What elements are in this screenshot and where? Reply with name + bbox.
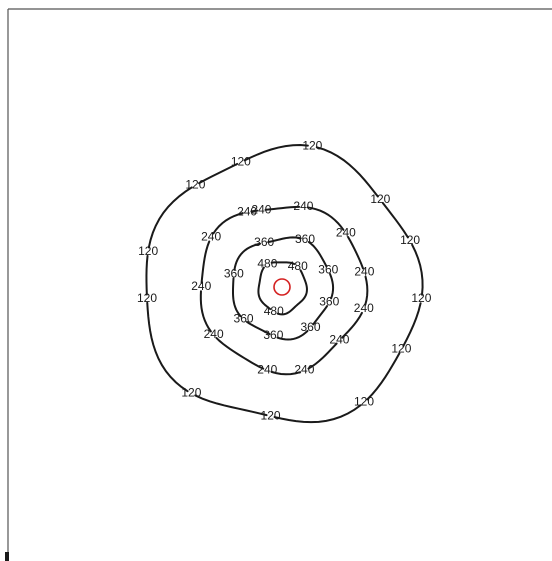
contour-label-240: 240 [201, 230, 221, 244]
contour-line-segment [307, 342, 338, 370]
contour-label-240: 240 [204, 327, 224, 341]
contour-line-segment [411, 243, 424, 296]
contour-label-120: 120 [138, 244, 158, 258]
contour-label-360: 360 [300, 320, 320, 334]
source-circle-icon [273, 278, 291, 296]
contour-label-120: 120 [231, 154, 251, 168]
contour-line-segment [276, 329, 309, 341]
contour-line-segment [270, 370, 302, 376]
contour-label-120: 120 [411, 291, 431, 305]
contour-label-360: 360 [318, 262, 338, 276]
contour-label-240: 240 [191, 279, 211, 293]
contour-line-segment [402, 302, 422, 347]
contour-line-segment [231, 277, 242, 318]
contour-label-120: 120 [400, 233, 420, 247]
contour-label-120: 120 [261, 408, 281, 422]
contour-label-360: 360 [224, 266, 244, 280]
contour-label-240: 240 [293, 199, 313, 213]
contour-label-240: 240 [294, 363, 314, 377]
contour-label-240: 240 [251, 202, 271, 216]
frame-corner-mark [5, 552, 9, 561]
contour-line-segment [312, 305, 329, 326]
contour-lines [145, 144, 424, 424]
contour-label-480: 480 [288, 259, 308, 273]
contour-label-120: 120 [370, 192, 390, 206]
contour-label-240: 240 [257, 363, 277, 377]
contour-label-240: 240 [237, 204, 257, 218]
contour-line-segment [194, 394, 268, 417]
contour-label-360: 360 [263, 328, 283, 342]
contour-label-120: 120 [391, 342, 411, 356]
contour-label-480: 480 [264, 304, 284, 318]
contour-label-360: 360 [319, 295, 339, 309]
contour-line-segment [215, 337, 265, 370]
contour-line-segment [250, 209, 259, 213]
contour-label-120: 120 [181, 386, 201, 400]
contour-label-240: 240 [336, 226, 356, 240]
contour-label-480: 480 [257, 257, 277, 271]
contour-line-segment [347, 236, 364, 270]
contour-line-segment [341, 311, 363, 339]
contour-line-segment [366, 352, 401, 401]
contour-label-240: 240 [354, 301, 374, 315]
contour-line-segment [307, 241, 328, 268]
contour-line-segment [315, 146, 379, 198]
contour-line-segment [381, 201, 409, 239]
contour-line-segment [273, 404, 362, 424]
contour-line-segment [270, 261, 296, 265]
contour-line-segment [200, 240, 211, 284]
contour-line-segment [245, 320, 271, 336]
contour-line-segment [145, 254, 149, 296]
contour-label-120: 120 [302, 138, 322, 152]
contour-label-360: 360 [254, 235, 274, 249]
contour-line-segment [364, 275, 369, 306]
contour-line-segment [146, 301, 189, 393]
contour-label-360: 360 [295, 232, 315, 246]
contour-line-segment [212, 212, 244, 235]
contour-label-240: 240 [329, 333, 349, 347]
contour-label-120: 120 [185, 177, 205, 191]
contour-line-segment [233, 242, 262, 271]
contour-line-segment [243, 144, 309, 162]
contour-label-120: 120 [354, 395, 374, 409]
contour-line-segment [199, 290, 212, 333]
contour-label-360: 360 [234, 311, 254, 325]
contour-line-segment [306, 206, 345, 231]
contour-line-segment [198, 162, 239, 185]
contour-label-120: 120 [137, 291, 157, 305]
contour-line-segment [147, 186, 193, 249]
contour-line-segment [267, 236, 302, 244]
contour-line-segment [329, 273, 335, 300]
contour-line-segment [276, 269, 308, 316]
contour-label-240: 240 [354, 265, 374, 279]
contour-line-segment [264, 205, 301, 211]
contour-line-segment [257, 266, 272, 310]
